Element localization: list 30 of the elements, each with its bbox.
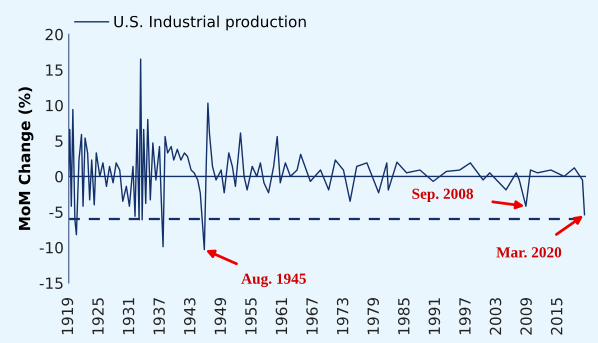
x-tick-label: 1991	[428, 298, 440, 334]
y-tick-label: -15	[40, 278, 63, 289]
x-tick-label: 2015	[550, 298, 562, 335]
y-tick-label: 10	[46, 100, 63, 112]
y-tick-label: 20	[46, 28, 63, 40]
x-tick-label: 1937	[153, 298, 165, 334]
y-tick-label: -5	[49, 206, 63, 218]
legend-label: U.S. Industrial production	[114, 16, 306, 30]
annotation: Aug. 1945	[241, 274, 306, 288]
x-tick-label: 2009	[520, 298, 532, 335]
x-tick-label: 1931	[122, 298, 134, 334]
x-tick-label: 1973	[336, 298, 348, 334]
y-tick-label: 0	[55, 170, 63, 182]
y-axis-title: MoM Change (%)	[18, 87, 34, 230]
x-tick-label: 1961	[276, 298, 288, 334]
annotation: Mar. 2020	[496, 247, 562, 258]
x-tick-label: 1997	[459, 298, 471, 334]
x-tick-label: 1919	[62, 298, 74, 334]
x-tick-label: 1955	[245, 298, 257, 334]
x-tick-label: 1967	[306, 298, 318, 334]
x-tick-label: 1943	[184, 298, 196, 334]
x-tick-label: 2003	[490, 298, 502, 335]
x-tick-label: 1979	[367, 298, 379, 334]
x-tick-label: 1985	[398, 298, 410, 334]
x-tick-label: 1949	[214, 298, 226, 334]
y-tick-label: -10	[40, 242, 63, 254]
x-tick-label: 1925	[92, 298, 104, 334]
y-tick-label: 5	[55, 136, 63, 147]
annotation: Sep. 2008	[412, 188, 474, 202]
y-tick-label: 15	[46, 64, 63, 76]
